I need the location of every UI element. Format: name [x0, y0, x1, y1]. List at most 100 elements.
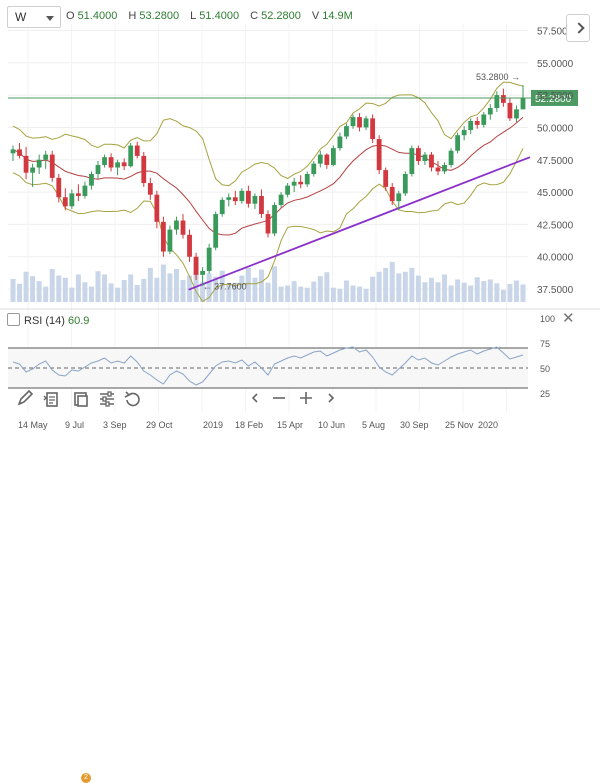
- chevron-left-icon[interactable]: [244, 386, 266, 410]
- volume-bar: [507, 283, 513, 302]
- layers-icon[interactable]: [70, 386, 92, 410]
- price-tick-label: 57.5000: [537, 26, 574, 37]
- volume-bar: [370, 276, 376, 302]
- minus-icon[interactable]: [268, 386, 290, 410]
- candle-body: [304, 173, 310, 185]
- candle-body: [442, 164, 447, 172]
- interval-select[interactable]: W: [7, 6, 61, 28]
- checkbox-icon[interactable]: [7, 313, 20, 326]
- chevron-right-icon[interactable]: [566, 14, 590, 42]
- candle-body: [167, 229, 173, 252]
- candle-body: [43, 154, 49, 160]
- volume-bar: [134, 284, 140, 302]
- candle-body: [23, 155, 29, 173]
- trendline[interactable]: [188, 156, 531, 291]
- volume-bar: [513, 280, 519, 302]
- price-chart[interactable]: 52.2800 53.2800 → ← 37.7600 57.5000 55.0000…: [0, 0, 600, 435]
- volume-bar: [121, 280, 127, 302]
- candle-body: [435, 167, 441, 172]
- volume-bar: [422, 282, 428, 302]
- volume-bar: [337, 288, 343, 302]
- volume-bar: [17, 283, 23, 302]
- candle-body: [507, 102, 513, 119]
- rsi-tick-label: 50: [540, 364, 550, 374]
- volume-bar: [487, 279, 493, 302]
- volume-bar: [311, 281, 317, 302]
- candle-body: [69, 193, 75, 207]
- candle-body: [487, 108, 493, 115]
- volume-bar: [82, 282, 88, 302]
- high-key: H: [128, 10, 137, 22]
- candle-body: [89, 173, 94, 186]
- time-tick-label: 25 Nov: [445, 420, 474, 430]
- volume-bar: [49, 269, 55, 302]
- volume-bar: [213, 276, 219, 302]
- volume-bar: [376, 271, 382, 302]
- candle-body: [455, 135, 461, 151]
- candle-body: [383, 170, 389, 187]
- volume-bar: [128, 274, 134, 302]
- candlesticks: [10, 85, 526, 286]
- volume-bar: [62, 277, 68, 302]
- plus-icon[interactable]: [295, 386, 317, 410]
- volume-bar: [409, 267, 415, 302]
- volume-bar: [102, 274, 108, 302]
- volume-bar: [402, 271, 408, 302]
- sliders-icon[interactable]: [96, 386, 118, 410]
- candle-body: [147, 183, 153, 195]
- volume-bar: [193, 262, 199, 302]
- document-icon[interactable]: [40, 386, 62, 410]
- pencil-icon[interactable]: [14, 386, 36, 410]
- volume-bar: [415, 275, 421, 302]
- candle-body: [402, 173, 408, 194]
- candle-body: [141, 155, 147, 184]
- chevron-right-icon[interactable]: [320, 386, 342, 410]
- candle-body: [363, 118, 369, 128]
- price-tick-label: 45.0000: [537, 188, 574, 199]
- volume-bar: [23, 271, 29, 302]
- time-tick-label: 9 Jul: [65, 420, 84, 430]
- candle-body: [252, 195, 258, 204]
- candle-body: [239, 190, 245, 202]
- open-value: 51.4000: [77, 10, 118, 22]
- volume-bar: [226, 284, 232, 302]
- price-axis[interactable]: 57.5000 55.0000 52.5000 50.0000 47.5000 45.00…: [537, 26, 574, 296]
- price-annotations: 52.2800 53.2800 → ← 37.7600: [8, 72, 578, 292]
- volume-bar: [285, 285, 291, 302]
- low-value: 51.4000: [199, 10, 240, 22]
- drawing-toolbar: 2: [0, 386, 600, 783]
- time-axis[interactable]: 14 May 9 Jul 3 Sep 29 Oct 2019 18 Feb 15 Apr 10…: [18, 420, 498, 430]
- price-tick-label: 40.0000: [537, 253, 574, 264]
- close-icon[interactable]: ✕: [562, 310, 575, 327]
- candle-body: [193, 256, 199, 275]
- candle-body: [245, 190, 251, 204]
- candle-body: [409, 148, 415, 174]
- candle-body: [49, 154, 55, 178]
- volume-bar: [160, 264, 166, 302]
- time-tick-label: 15 Apr: [277, 420, 303, 430]
- candle-body: [160, 221, 166, 252]
- volume-bar: [481, 281, 487, 302]
- volume-bar: [389, 261, 395, 302]
- volume-bar: [56, 275, 62, 302]
- high-value: 53.2800: [139, 10, 180, 22]
- volume-bar: [88, 286, 94, 302]
- price-tick-label: 42.5000: [537, 220, 574, 231]
- undo-icon[interactable]: [121, 386, 143, 410]
- open-key: O: [66, 10, 75, 22]
- volume-bar: [219, 270, 225, 302]
- volume-bar: [95, 271, 101, 302]
- rsi-value: 60.9: [67, 315, 90, 327]
- close-value: 52.2800: [261, 10, 301, 22]
- volume-bar: [75, 274, 81, 302]
- bollinger-lower: [12, 148, 524, 303]
- volume-bar: [455, 279, 461, 302]
- volume-bar: [304, 287, 310, 302]
- candle-body: [17, 149, 22, 156]
- candle-body: [494, 95, 500, 109]
- candle-body: [95, 164, 101, 174]
- candle-body: [344, 126, 349, 137]
- volume-bar: [291, 281, 297, 302]
- candle-body: [154, 194, 160, 222]
- candle-body: [200, 270, 206, 275]
